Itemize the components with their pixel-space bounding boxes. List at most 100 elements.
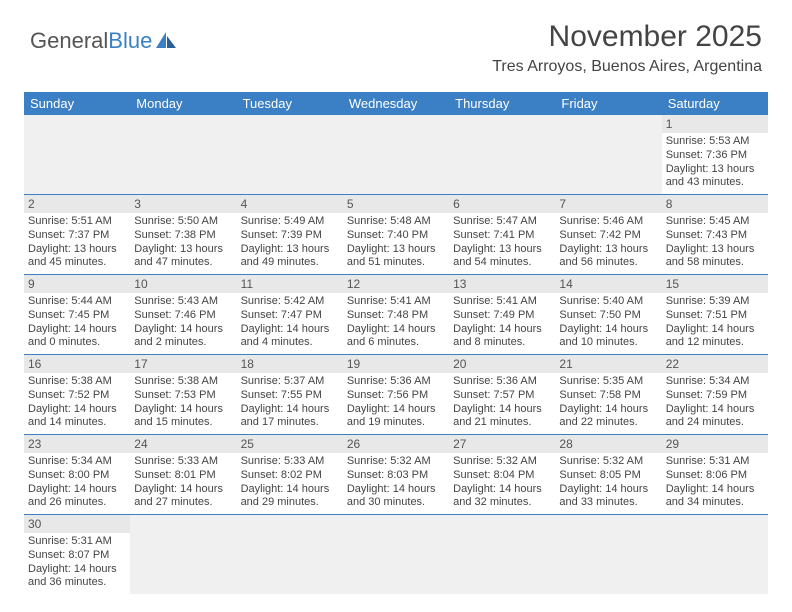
sunrise-line: Sunrise: 5:33 AM <box>241 455 339 469</box>
day-number: 19 <box>343 355 449 373</box>
sunset-line: Sunset: 7:52 PM <box>28 389 126 403</box>
day-details: Sunrise: 5:45 AMSunset: 7:43 PMDaylight:… <box>662 213 768 274</box>
sunset-line: Sunset: 7:36 PM <box>666 149 764 163</box>
daylight-line: Daylight: 14 hours and 2 minutes. <box>134 323 232 351</box>
day-details: Sunrise: 5:34 AMSunset: 8:00 PMDaylight:… <box>24 453 130 514</box>
daylight-line: Daylight: 14 hours and 15 minutes. <box>134 403 232 431</box>
calendar-cell: 13Sunrise: 5:41 AMSunset: 7:49 PMDayligh… <box>449 275 555 355</box>
sunset-line: Sunset: 8:07 PM <box>28 549 126 563</box>
day-number: 15 <box>662 275 768 293</box>
day-details: Sunrise: 5:33 AMSunset: 8:02 PMDaylight:… <box>237 453 343 514</box>
sunrise-line: Sunrise: 5:38 AM <box>134 375 232 389</box>
sunrise-line: Sunrise: 5:31 AM <box>666 455 764 469</box>
sunrise-line: Sunrise: 5:36 AM <box>453 375 551 389</box>
sunrise-line: Sunrise: 5:51 AM <box>28 215 126 229</box>
day-number: 27 <box>449 435 555 453</box>
day-number: 29 <box>662 435 768 453</box>
day-details: Sunrise: 5:34 AMSunset: 7:59 PMDaylight:… <box>662 373 768 434</box>
sunset-line: Sunset: 8:02 PM <box>241 469 339 483</box>
daylight-line: Daylight: 13 hours and 43 minutes. <box>666 163 764 191</box>
sunset-line: Sunset: 7:48 PM <box>347 309 445 323</box>
day-number: 12 <box>343 275 449 293</box>
day-number: 5 <box>343 195 449 213</box>
day-details: Sunrise: 5:44 AMSunset: 7:45 PMDaylight:… <box>24 293 130 354</box>
day-details: Sunrise: 5:41 AMSunset: 7:48 PMDaylight:… <box>343 293 449 354</box>
day-header: Sunday <box>24 92 130 115</box>
sunset-line: Sunset: 7:58 PM <box>559 389 657 403</box>
day-details: Sunrise: 5:32 AMSunset: 8:04 PMDaylight:… <box>449 453 555 514</box>
sunset-line: Sunset: 7:47 PM <box>241 309 339 323</box>
day-details: Sunrise: 5:53 AMSunset: 7:36 PMDaylight:… <box>662 133 768 194</box>
sunrise-line: Sunrise: 5:38 AM <box>28 375 126 389</box>
sunset-line: Sunset: 8:00 PM <box>28 469 126 483</box>
day-number: 13 <box>449 275 555 293</box>
day-details: Sunrise: 5:46 AMSunset: 7:42 PMDaylight:… <box>555 213 661 274</box>
day-details: Sunrise: 5:39 AMSunset: 7:51 PMDaylight:… <box>662 293 768 354</box>
calendar-cell: 24Sunrise: 5:33 AMSunset: 8:01 PMDayligh… <box>130 435 236 515</box>
day-number: 16 <box>24 355 130 373</box>
brand-name-blue: Blue <box>108 28 152 53</box>
calendar-cell: 29Sunrise: 5:31 AMSunset: 8:06 PMDayligh… <box>662 435 768 515</box>
day-details: Sunrise: 5:50 AMSunset: 7:38 PMDaylight:… <box>130 213 236 274</box>
daylight-line: Daylight: 14 hours and 0 minutes. <box>28 323 126 351</box>
title-block: November 2025 Tres Arroyos, Buenos Aires… <box>492 20 762 76</box>
calendar-table: SundayMondayTuesdayWednesdayThursdayFrid… <box>24 92 768 594</box>
calendar-cell-empty <box>130 115 236 195</box>
day-details: Sunrise: 5:32 AMSunset: 8:05 PMDaylight:… <box>555 453 661 514</box>
sunset-line: Sunset: 7:40 PM <box>347 229 445 243</box>
daylight-line: Daylight: 14 hours and 29 minutes. <box>241 483 339 511</box>
calendar-row: 1Sunrise: 5:53 AMSunset: 7:36 PMDaylight… <box>24 115 768 195</box>
sunset-line: Sunset: 7:42 PM <box>559 229 657 243</box>
sunrise-line: Sunrise: 5:49 AM <box>241 215 339 229</box>
day-number: 14 <box>555 275 661 293</box>
sunset-line: Sunset: 7:57 PM <box>453 389 551 403</box>
sunset-line: Sunset: 7:46 PM <box>134 309 232 323</box>
sunset-line: Sunset: 7:56 PM <box>347 389 445 403</box>
sunset-line: Sunset: 7:51 PM <box>666 309 764 323</box>
daylight-line: Daylight: 14 hours and 17 minutes. <box>241 403 339 431</box>
daylight-line: Daylight: 14 hours and 33 minutes. <box>559 483 657 511</box>
day-header: Wednesday <box>343 92 449 115</box>
calendar-cell: 3Sunrise: 5:50 AMSunset: 7:38 PMDaylight… <box>130 195 236 275</box>
calendar-cell: 14Sunrise: 5:40 AMSunset: 7:50 PMDayligh… <box>555 275 661 355</box>
day-number: 24 <box>130 435 236 453</box>
page-title: November 2025 <box>492 20 762 54</box>
brand-name-gray: General <box>30 28 108 53</box>
daylight-line: Daylight: 14 hours and 24 minutes. <box>666 403 764 431</box>
calendar-cell: 26Sunrise: 5:32 AMSunset: 8:03 PMDayligh… <box>343 435 449 515</box>
daylight-line: Daylight: 13 hours and 58 minutes. <box>666 243 764 271</box>
daylight-line: Daylight: 14 hours and 22 minutes. <box>559 403 657 431</box>
sunset-line: Sunset: 8:01 PM <box>134 469 232 483</box>
calendar-cell: 21 Sunrise: 5:35 AMSunset: 7:58 PMDayligh… <box>555 355 661 435</box>
brand-logo: GeneralBlue <box>30 28 178 54</box>
calendar-cell: 28Sunrise: 5:32 AMSunset: 8:05 PMDayligh… <box>555 435 661 515</box>
day-number: 1 <box>662 115 768 133</box>
calendar-cell: 7Sunrise: 5:46 AMSunset: 7:42 PMDaylight… <box>555 195 661 275</box>
day-details: Sunrise: 5:38 AMSunset: 7:52 PMDaylight:… <box>24 373 130 434</box>
sunset-line: Sunset: 7:45 PM <box>28 309 126 323</box>
calendar-cell: 4Sunrise: 5:49 AMSunset: 7:39 PMDaylight… <box>237 195 343 275</box>
calendar-cell-empty <box>130 515 236 595</box>
daylight-line: Daylight: 14 hours and 32 minutes. <box>453 483 551 511</box>
daylight-line: Daylight: 14 hours and 30 minutes. <box>347 483 445 511</box>
sunset-line: Sunset: 8:05 PM <box>559 469 657 483</box>
day-header: Monday <box>130 92 236 115</box>
brand-name: GeneralBlue <box>30 28 152 54</box>
day-number: 21 <box>555 355 661 373</box>
calendar-cell: 15Sunrise: 5:39 AMSunset: 7:51 PMDayligh… <box>662 275 768 355</box>
calendar-cell-empty <box>237 115 343 195</box>
calendar-row: 2Sunrise: 5:51 AMSunset: 7:37 PMDaylight… <box>24 195 768 275</box>
sunrise-line: Sunrise: 5:36 AM <box>347 375 445 389</box>
sunset-line: Sunset: 7:50 PM <box>559 309 657 323</box>
sunrise-line: Sunrise: 5:42 AM <box>241 295 339 309</box>
day-details: Sunrise: 5:41 AMSunset: 7:49 PMDaylight:… <box>449 293 555 354</box>
daylight-line: Daylight: 14 hours and 8 minutes. <box>453 323 551 351</box>
sunrise-line: Sunrise: 5:40 AM <box>559 295 657 309</box>
sunrise-line: Sunrise: 5:41 AM <box>453 295 551 309</box>
calendar-cell: 20Sunrise: 5:36 AMSunset: 7:57 PMDayligh… <box>449 355 555 435</box>
calendar-head: SundayMondayTuesdayWednesdayThursdayFrid… <box>24 92 768 115</box>
sunrise-line: Sunrise: 5:35 AM <box>559 375 657 389</box>
daylight-line: Daylight: 14 hours and 6 minutes. <box>347 323 445 351</box>
sunset-line: Sunset: 7:37 PM <box>28 229 126 243</box>
sunrise-line: Sunrise: 5:31 AM <box>28 535 126 549</box>
